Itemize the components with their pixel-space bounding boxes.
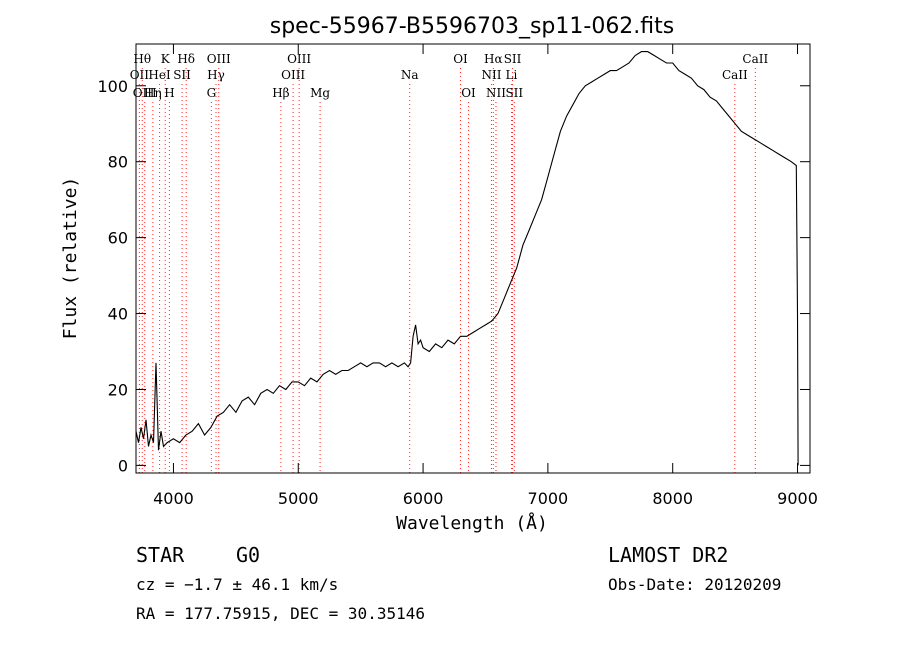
marker-label-20: Hα (484, 52, 503, 66)
x-tick-label-3: 7000 (528, 489, 569, 508)
marker-label-21: NII (486, 86, 506, 100)
marker-label-2: OIII (133, 86, 157, 100)
marker-label-14: OIII (287, 52, 311, 66)
marker-label-18: OI (461, 86, 476, 100)
marker-label-24: SII (505, 86, 523, 100)
chart-title: spec-55967-B5596703_sp11-062.fits (270, 14, 675, 39)
y-tick-label-1: 20 (108, 380, 128, 399)
spectrum-line (135, 51, 799, 466)
x-tick-label-5: 9000 (777, 489, 818, 508)
emission-line-labels: OIIHθOIIIHηHeIKHSIIHδGHγOIIIHβOIIIOIIIMg… (130, 52, 769, 100)
y-tick-label-5: 100 (97, 77, 128, 96)
plot-frame (135, 43, 811, 474)
marker-label-4: HeI (148, 68, 171, 82)
object-subclass: G0 (236, 543, 261, 567)
emission-line-markers (138, 68, 756, 473)
marker-label-3: Hη (144, 86, 162, 100)
marker-label-6: H (164, 86, 174, 100)
survey-name: LAMOST DR2 (608, 543, 729, 567)
x-tick-label-1: 5000 (278, 489, 319, 508)
marker-label-15: Mg (310, 86, 330, 100)
marker-label-13: OIII (281, 68, 305, 82)
marker-label-12: Hβ (272, 86, 289, 100)
marker-label-11: OIII (207, 52, 231, 66)
marker-label-17: OI (453, 52, 468, 66)
x-tick-label-0: 4000 (153, 489, 194, 508)
y-tick-label-4: 80 (108, 153, 128, 172)
marker-label-7: SII (173, 68, 191, 82)
marker-label-25: CaII (722, 68, 748, 82)
marker-label-0: OII (130, 68, 150, 82)
object-class: STAR (136, 543, 185, 567)
y-tick-label-0: 0 (118, 456, 128, 475)
marker-label-19: NII (481, 68, 501, 82)
redshift-text: cz = −1.7 ± 46.1 km/s (136, 575, 339, 594)
y-tick-label-3: 60 (108, 229, 128, 248)
marker-label-10: Hγ (207, 68, 225, 82)
marker-label-23: SII (504, 52, 522, 66)
marker-label-8: Hδ (177, 52, 195, 66)
y-tick-label-2: 40 (108, 305, 128, 324)
y-axis-ticks: 0 20 40 60 80 100 (97, 77, 810, 475)
marker-label-1: Hθ (133, 52, 151, 66)
x-axis-label: Wavelength (Å) (396, 512, 548, 534)
observation-date: Obs-Date: 20120209 (608, 575, 782, 594)
marker-label-26: CaII (742, 52, 768, 66)
coordinates-text: RA = 177.75915, DEC = 30.35146 (136, 604, 425, 623)
x-tick-label-2: 6000 (403, 489, 444, 508)
x-axis-ticks: 4000 5000 6000 7000 8000 9000 (153, 44, 818, 508)
x-tick-label-4: 8000 (652, 489, 693, 508)
y-axis-label: Flux (relative) (60, 177, 81, 340)
marker-label-5: K (161, 52, 171, 66)
marker-label-16: Na (401, 68, 419, 82)
marker-label-22: Li (506, 68, 518, 82)
marker-label-9: G (207, 86, 217, 100)
